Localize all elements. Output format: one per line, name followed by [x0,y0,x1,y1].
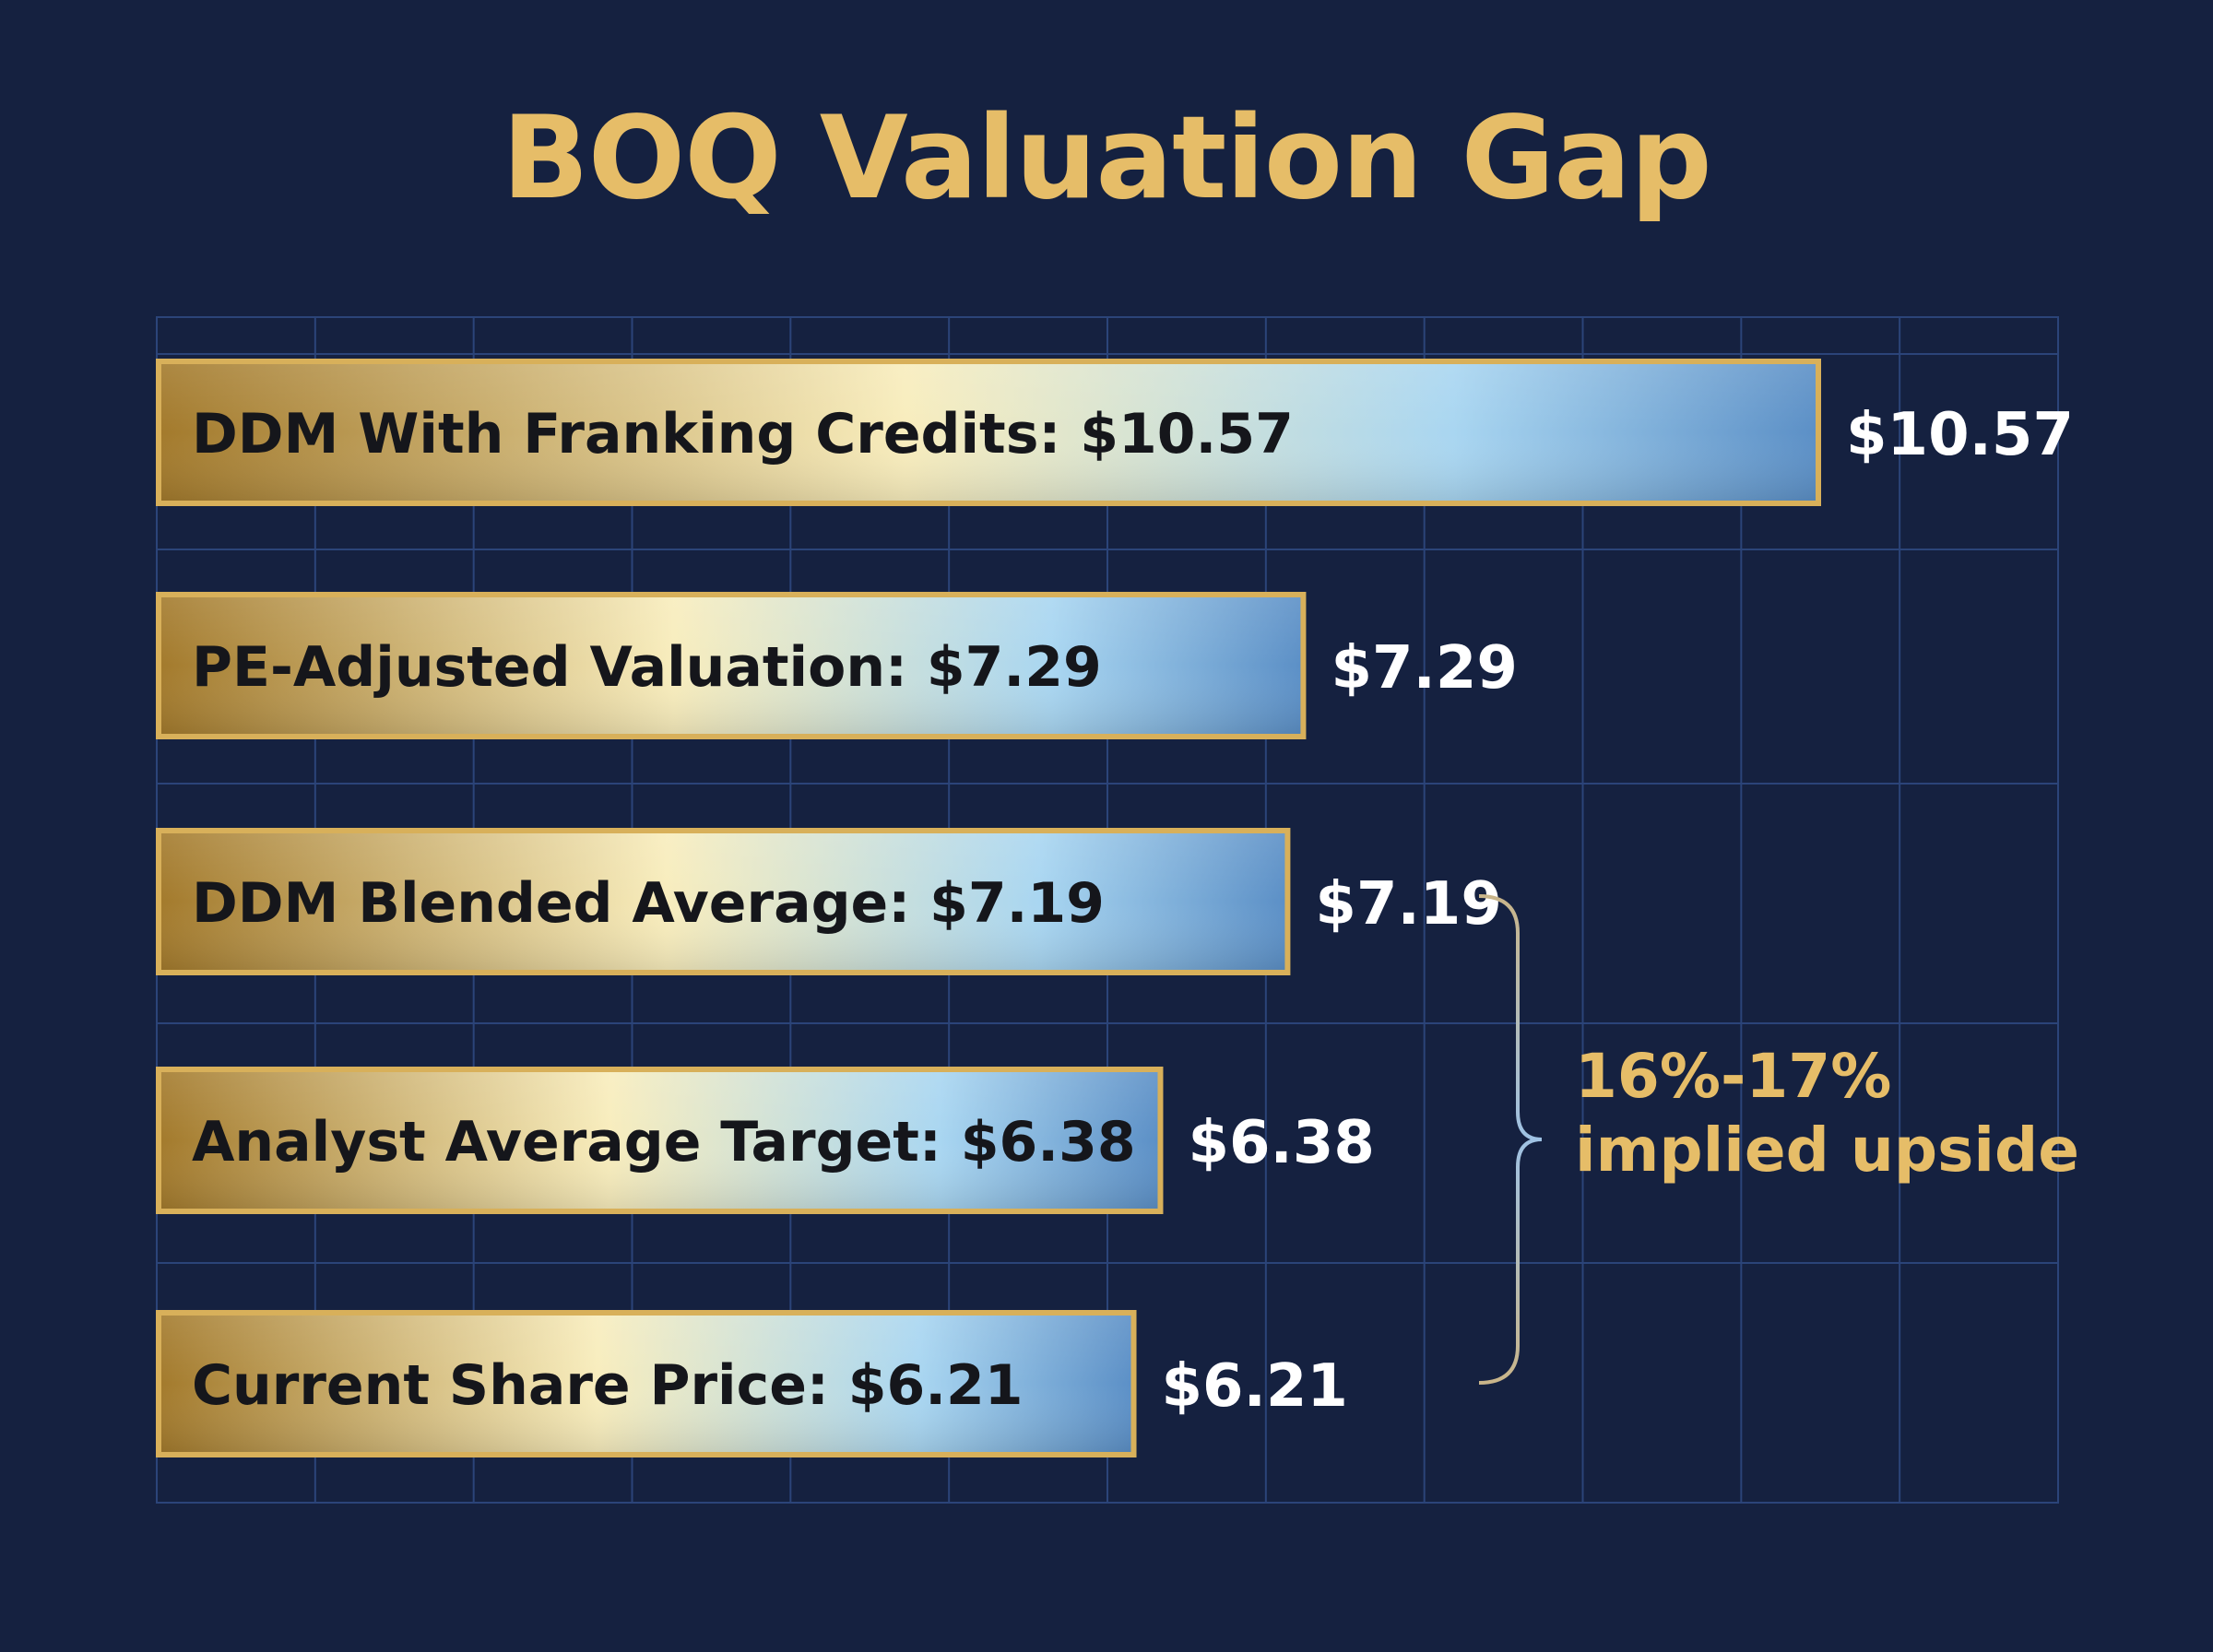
annotation-bracket [1478,894,1543,1385]
bar-group: PE-Adjusted Valuation: $7.29 $7.29 [156,592,1518,739]
bar-shade [161,1072,1158,1209]
data-label: $6.38 [1188,1109,1374,1177]
bar-group: Current Share Price: $6.21 $6.21 [156,1310,1348,1457]
bar-label: PE-Adjusted Valuation: $7.29 [192,635,1102,700]
bar-group: DDM With Franking Credits: $10.57 $10.57 [156,359,2074,506]
data-label: $10.57 [1846,401,2074,469]
bar-shade [161,1316,1131,1452]
bar-label: Current Share Price: $6.21 [192,1353,1024,1418]
bar-group: Analyst Average Target: $6.38 $6.38 [156,1067,1375,1214]
bar-shade [161,833,1285,970]
bar-label: DDM With Franking Credits: $10.57 [192,402,1294,466]
bar-label: DDM Blended Average: $7.19 [192,871,1105,936]
bars: DDM With Franking Credits: $10.57 $10.57 P… [156,359,2074,1457]
bar-shade [161,364,1816,501]
data-label: $7.19 [1315,870,1501,938]
bar-label: Analyst Average Target: $6.38 [192,1110,1136,1174]
annotation: 16%-17%implied upside [1478,894,2079,1385]
chart-title: BOQ Valuation Gap [502,92,1711,225]
annotation-text: implied upside [1575,1115,2079,1186]
data-label: $6.21 [1162,1352,1348,1421]
annotation-text: 16%-17% [1575,1041,1891,1112]
bar-group: DDM Blended Average: $7.19 $7.19 [156,828,1502,975]
grid [156,316,2059,1504]
data-label: $7.29 [1331,634,1517,702]
bar-shade [161,597,1301,734]
